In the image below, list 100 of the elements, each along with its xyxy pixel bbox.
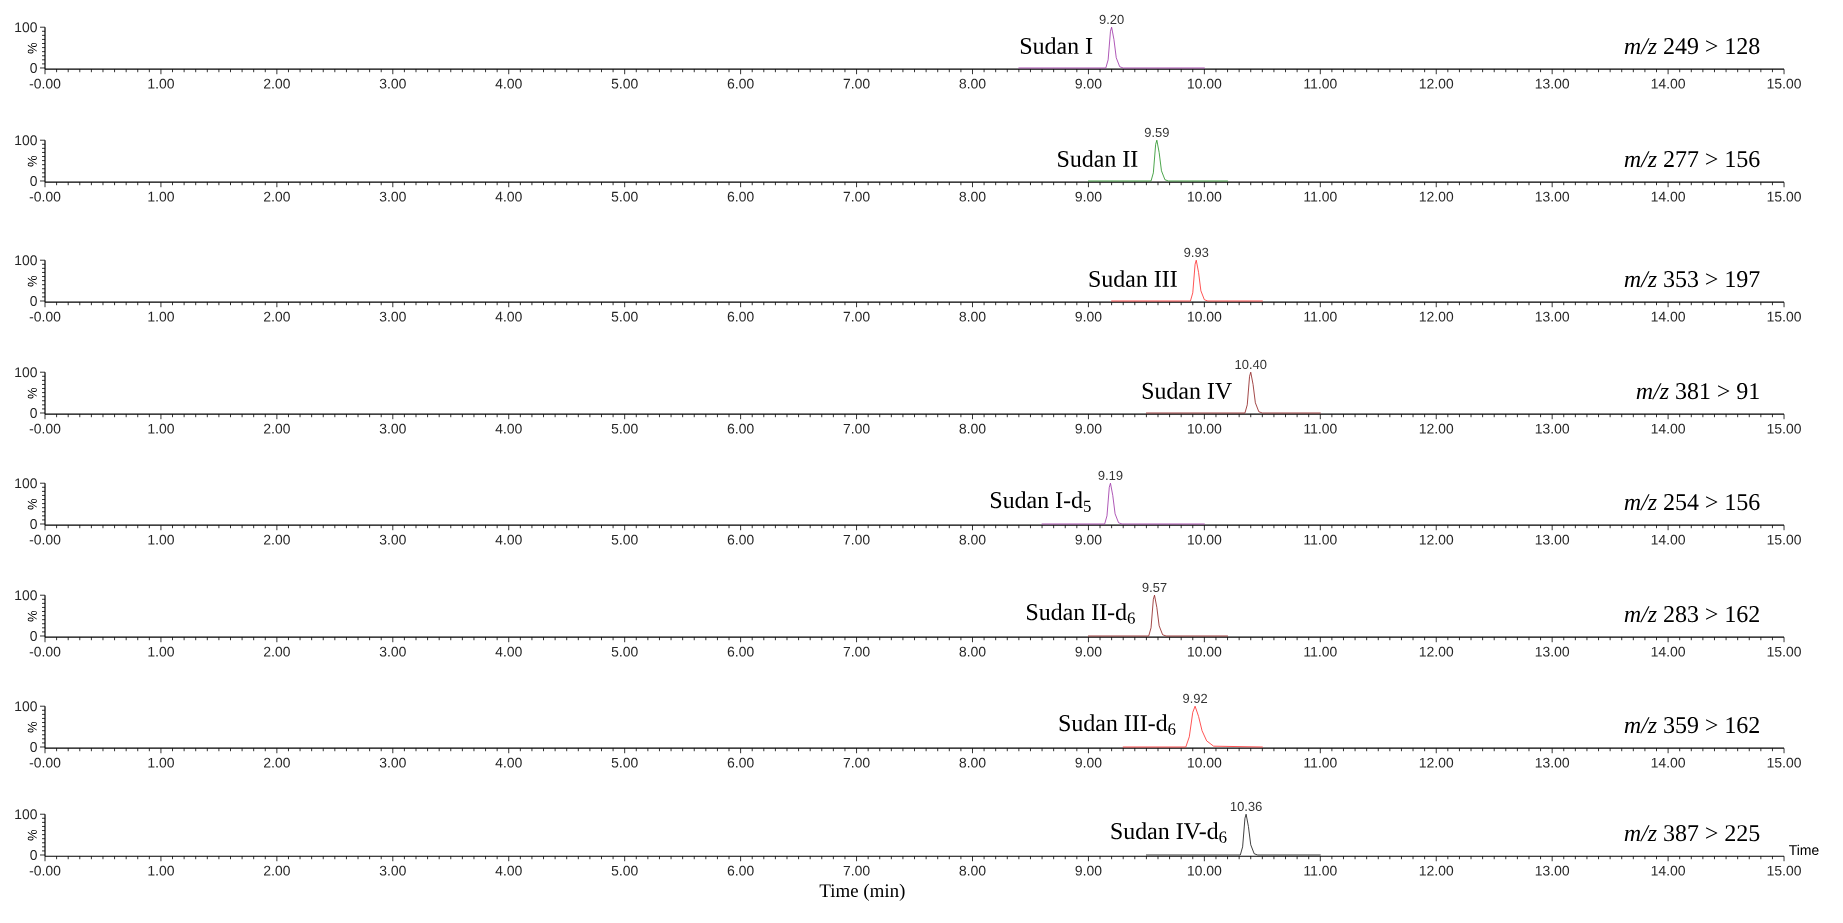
- x-tick-label: 5.00: [611, 311, 638, 322]
- y-tick-label: 100: [15, 135, 37, 146]
- y-tick-label: 0: [30, 631, 37, 641]
- x-tick-label: -0.00: [29, 78, 61, 89]
- x-tick-label: 10.00: [1187, 757, 1222, 768]
- x-tick-label: 1.00: [148, 534, 174, 545]
- x-tick-label: 14.00: [1651, 757, 1686, 768]
- x-tick-label: 2.00: [264, 423, 290, 434]
- x-tick-label: 4.00: [495, 78, 522, 89]
- x-tick-label: 2.00: [264, 191, 290, 202]
- x-axis-title: Time (min): [819, 883, 905, 901]
- x-tick-label: 6.00: [727, 191, 754, 202]
- annotation: Sudan III-d$_{6}$: [1059, 714, 1176, 735]
- x-tick-label: 11.00: [1304, 757, 1337, 768]
- x-tick-label: 9.00: [1075, 646, 1102, 657]
- x-tick-label: 6.00: [727, 757, 754, 768]
- y-tick-label: 100: [15, 367, 37, 378]
- y-axis-title: %: [27, 42, 37, 54]
- x-tick-label: 14.00: [1651, 534, 1686, 545]
- x-tick-label: 1.00: [148, 423, 174, 434]
- x-tick-label: 12.00: [1419, 423, 1454, 434]
- annotation: m/z 387 > 225: [1624, 825, 1760, 842]
- annotation: Sudan II-d$_{6}$: [1027, 603, 1135, 624]
- x-tick-label: 3.00: [379, 757, 406, 768]
- x-tick-label: 1.00: [148, 757, 174, 768]
- x-tick-label: 10.00: [1187, 646, 1222, 657]
- x-tick-label: 13.00: [1535, 311, 1570, 322]
- x-tick-label: 10.00: [1187, 311, 1222, 322]
- y-tick-label: 0: [30, 850, 37, 860]
- x-tick-label: 13.00: [1535, 865, 1570, 876]
- x-tick-label: 3.00: [379, 191, 406, 202]
- annotation: 9.20: [1099, 14, 1124, 24]
- x-tick-label: 8.00: [959, 423, 986, 434]
- annotation: m/z 283 > 162: [1624, 606, 1759, 623]
- y-axis-title: %: [27, 498, 37, 510]
- x-tick-label: 15.00: [1767, 191, 1801, 202]
- x-tick-label: 6.00: [727, 646, 754, 657]
- y-tick-label: 100: [15, 809, 37, 820]
- x-tick-label: 5.00: [611, 78, 638, 89]
- x-tick-label: 15.00: [1767, 865, 1801, 876]
- x-tick-label: 5.00: [611, 646, 638, 657]
- annotation: Sudan IV: [1142, 382, 1232, 400]
- y-tick-label: 0: [30, 519, 37, 529]
- x-tick-label: 4.00: [495, 191, 522, 202]
- x-tick-label: -0.00: [29, 191, 61, 202]
- x-tick-label: 14.00: [1651, 311, 1686, 322]
- text: Time: [1789, 844, 1819, 856]
- x-tick-label: 14.00: [1651, 646, 1686, 657]
- x-tick-label: 1.00: [148, 311, 174, 322]
- x-tick-label: 2.00: [264, 311, 290, 322]
- y-axis-title: %: [27, 721, 37, 733]
- x-tick-label: 2.00: [264, 646, 290, 657]
- x-tick-label: 5.00: [611, 191, 638, 202]
- x-tick-label: 9.00: [1075, 423, 1102, 434]
- x-tick-label: -0.00: [29, 423, 61, 434]
- x-tick-label: 7.00: [843, 423, 870, 434]
- x-tick-label: 15.00: [1767, 646, 1801, 657]
- y-tick-label: 100: [15, 22, 37, 33]
- x-tick-label: 15.00: [1767, 534, 1801, 545]
- line-series: [1122, 705, 1263, 748]
- x-tick-label: 14.00: [1651, 78, 1686, 89]
- x-tick-label: 6.00: [727, 534, 754, 545]
- annotation: 9.19: [1098, 470, 1123, 481]
- y-axis-title: %: [27, 387, 37, 399]
- x-tick-label: -0.00: [29, 646, 61, 657]
- annotation: Sudan III: [1089, 270, 1177, 287]
- annotation: 9.59: [1144, 127, 1169, 137]
- annotation: m/z 381 > 91: [1636, 383, 1759, 400]
- x-tick-label: 12.00: [1419, 534, 1454, 545]
- annotation: 10.40: [1235, 359, 1267, 370]
- annotation: m/z 249 > 128: [1624, 38, 1760, 55]
- x-tick-label: 8.00: [959, 191, 986, 202]
- line-series: [1018, 26, 1205, 69]
- x-tick-label: 9.00: [1075, 534, 1102, 545]
- x-tick-label: 4.00: [495, 865, 522, 876]
- x-tick-label: 8.00: [959, 534, 986, 545]
- x-tick-label: 7.00: [843, 78, 870, 89]
- y-tick-label: 0: [30, 408, 37, 418]
- x-tick-label: 15.00: [1767, 78, 1801, 89]
- x-tick-label: 13.00: [1535, 534, 1570, 545]
- x-tick-label: 3.00: [379, 311, 406, 322]
- x-tick-label: 2.00: [264, 865, 290, 876]
- x-tick-label: 3.00: [379, 865, 406, 876]
- x-tick-label: 3.00: [379, 534, 406, 545]
- y-axis-title: %: [27, 155, 37, 167]
- annotation: 9.93: [1184, 247, 1209, 258]
- x-tick-label: 13.00: [1535, 646, 1570, 657]
- x-tick-label: 3.00: [379, 78, 406, 89]
- x-tick-label: 11.00: [1304, 423, 1337, 434]
- x-tick-label: -0.00: [29, 534, 61, 545]
- x-tick-label: 10.00: [1187, 191, 1222, 202]
- y-tick-label: 0: [30, 742, 37, 752]
- x-tick-label: 14.00: [1651, 423, 1686, 434]
- x-tick-label: 11.00: [1304, 191, 1337, 202]
- x-tick-label: 14.00: [1651, 191, 1686, 202]
- x-tick-label: 9.00: [1075, 191, 1102, 202]
- x-tick-label: 15.00: [1767, 311, 1801, 322]
- x-tick-label: 3.00: [379, 423, 406, 434]
- annotation: Sudan IV-d$_{6}$: [1111, 822, 1227, 843]
- x-tick-label: 4.00: [495, 534, 522, 545]
